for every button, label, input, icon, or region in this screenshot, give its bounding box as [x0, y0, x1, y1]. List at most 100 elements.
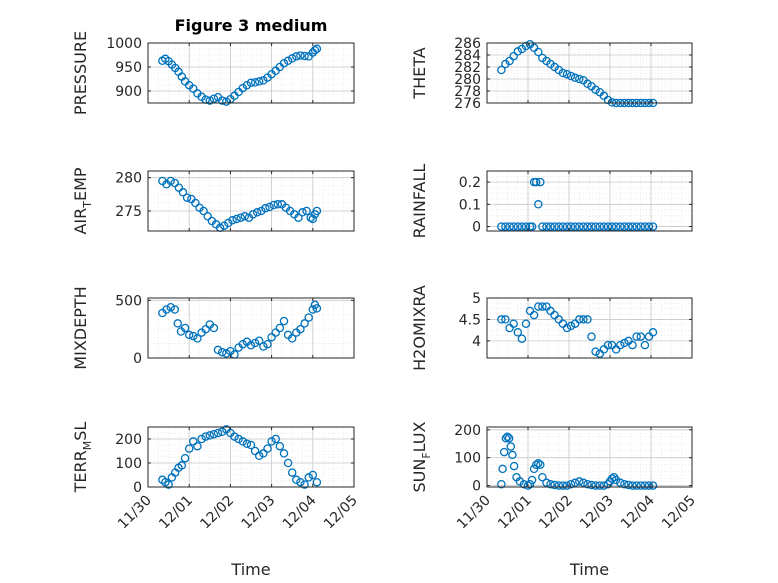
- data-point: [279, 58, 289, 68]
- data-point: [523, 481, 533, 490]
- data-point: [279, 449, 289, 458]
- data-point: [312, 304, 322, 313]
- figure-title: Figure 3 medium: [175, 16, 328, 35]
- data-point: [499, 447, 509, 457]
- data-point: [509, 461, 519, 471]
- axes-frame: [147, 42, 355, 104]
- data-point: [209, 323, 219, 333]
- data-point: [180, 453, 190, 463]
- data-point: [538, 222, 547, 231]
- data-point: [616, 340, 625, 350]
- y-tick-label: 1000: [106, 36, 142, 52]
- data-point: [228, 216, 237, 225]
- y-tick-label: 280: [454, 72, 481, 88]
- data-point: [269, 200, 278, 210]
- data-point: [591, 347, 600, 356]
- data-point: [628, 222, 637, 231]
- data-point: [562, 222, 572, 231]
- data-point: [504, 433, 514, 443]
- data-point: [300, 319, 309, 328]
- data-point: [603, 340, 613, 350]
- data-point: [259, 342, 268, 351]
- data-point: [236, 213, 245, 222]
- data-point: [570, 73, 580, 83]
- x-tick-label: 12/03: [577, 493, 617, 533]
- data-point: [232, 214, 241, 224]
- data-point: [632, 481, 641, 490]
- data-point: [242, 80, 252, 90]
- data-point: [583, 479, 592, 489]
- data-point: [538, 302, 547, 311]
- data-point: [536, 460, 545, 469]
- data-point: [566, 222, 576, 231]
- data-point: [283, 458, 293, 468]
- data-point: [509, 222, 518, 231]
- data-point: [283, 56, 293, 66]
- data-point: [497, 315, 506, 324]
- data-point: [300, 480, 309, 489]
- data-point: [542, 222, 551, 231]
- data-point: [508, 450, 517, 460]
- y-axis-label: THETA: [410, 47, 429, 99]
- x-tick-label: 12/02: [197, 493, 237, 533]
- data-point: [591, 85, 600, 95]
- data-point: [298, 208, 307, 217]
- data-point: [263, 339, 272, 349]
- data-point: [304, 473, 313, 482]
- data-point: [558, 481, 568, 490]
- y-tick-label: 100: [115, 456, 142, 472]
- data-point: [620, 479, 629, 489]
- data-point: [603, 222, 613, 231]
- data-point: [189, 331, 198, 341]
- panel-air_temp: 275 280 AIRTEMP: [71, 167, 355, 235]
- data-point: [531, 177, 541, 187]
- y-tick-label: 200: [454, 423, 481, 439]
- data-point: [640, 222, 650, 231]
- data-point: [525, 479, 535, 489]
- data-point: [308, 214, 318, 224]
- panel-h2omixra: 4 4.5 5 H2OMIXRA: [410, 285, 693, 371]
- data-point: [527, 475, 537, 485]
- data-point: [579, 478, 588, 488]
- data-point: [182, 193, 192, 202]
- data-point: [562, 323, 572, 333]
- data-point: [648, 222, 658, 231]
- x-tick-label: 12/01: [495, 493, 535, 533]
- data-point: [513, 222, 523, 231]
- y-tick-label: 282: [454, 60, 481, 76]
- data-point: [217, 96, 227, 105]
- data-point: [534, 459, 543, 468]
- data-point: [644, 481, 654, 490]
- y-tick-label: 276: [454, 96, 481, 112]
- data-point: [636, 222, 646, 231]
- data-point: [554, 481, 564, 490]
- data-point: [575, 315, 584, 324]
- data-point: [640, 340, 650, 350]
- data-point: [591, 222, 600, 231]
- data-point: [242, 439, 252, 449]
- axes-frame: [147, 426, 355, 488]
- data-point: [294, 213, 303, 222]
- data-point: [184, 444, 194, 453]
- data-point: [292, 475, 301, 485]
- data-point: [505, 222, 514, 231]
- data-point: [308, 470, 318, 480]
- panel-pressure: 900 950 1000 PRESSURE Figure 3 medium: [71, 16, 355, 115]
- data-point: [230, 432, 239, 441]
- data-point: [509, 51, 518, 61]
- y-tick-label: 4.5: [459, 312, 481, 328]
- data-point: [501, 315, 510, 324]
- data-point: [259, 449, 268, 458]
- y-axis-label: H2OMIXRA: [410, 285, 429, 371]
- data-point: [296, 51, 305, 60]
- data-point: [566, 71, 576, 81]
- data-point: [205, 96, 215, 105]
- data-point: [213, 345, 223, 355]
- data-point: [550, 222, 559, 231]
- data-point: [287, 54, 297, 63]
- data-point: [640, 481, 650, 490]
- data-point: [197, 434, 206, 444]
- y-tick-label: 0: [133, 351, 142, 367]
- data-point: [517, 222, 527, 231]
